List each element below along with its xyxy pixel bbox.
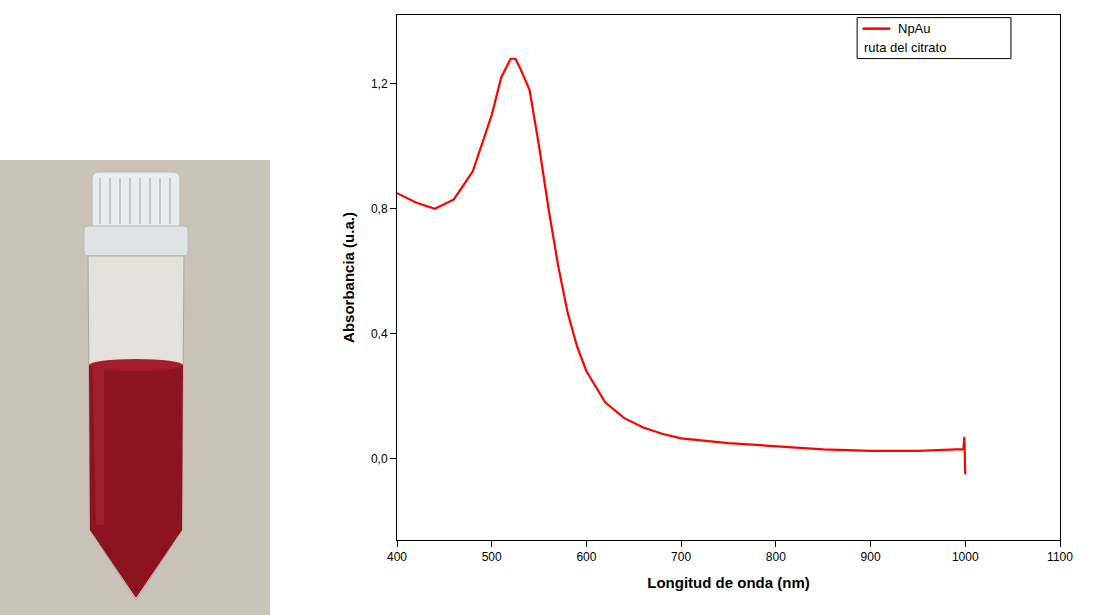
svg-text:900: 900	[861, 550, 881, 564]
svg-text:0,8: 0,8	[371, 202, 388, 216]
svg-text:0,4: 0,4	[371, 327, 388, 341]
svg-text:400: 400	[387, 550, 407, 564]
svg-text:1000: 1000	[952, 550, 979, 564]
svg-text:Longitud de onda (nm): Longitud de onda (nm)	[647, 574, 809, 591]
svg-text:800: 800	[766, 550, 786, 564]
svg-text:Absorbancia (u.a.): Absorbancia (u.a.)	[340, 212, 357, 343]
svg-text:700: 700	[671, 550, 691, 564]
svg-text:600: 600	[576, 550, 596, 564]
svg-text:ruta del citrato: ruta del citrato	[864, 40, 946, 55]
svg-text:NpAu: NpAu	[898, 21, 931, 36]
svg-text:0,0: 0,0	[371, 452, 388, 466]
svg-text:500: 500	[482, 550, 502, 564]
svg-text:1,2: 1,2	[371, 77, 388, 91]
svg-text:1100: 1100	[1047, 550, 1073, 564]
